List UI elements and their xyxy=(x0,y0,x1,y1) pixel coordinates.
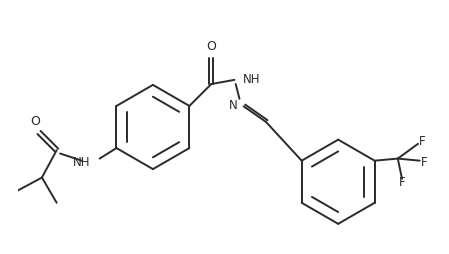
Text: F: F xyxy=(419,135,426,148)
Text: F: F xyxy=(421,156,427,169)
Text: F: F xyxy=(399,177,405,189)
Text: N: N xyxy=(229,99,238,112)
Text: O: O xyxy=(31,115,40,128)
Text: NH: NH xyxy=(243,72,260,86)
Text: O: O xyxy=(207,40,216,53)
Text: NH: NH xyxy=(73,156,90,169)
